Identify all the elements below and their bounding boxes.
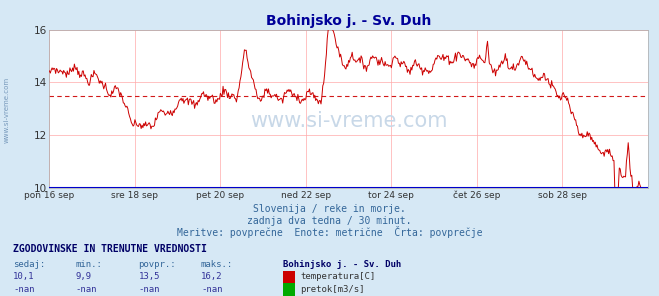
Text: Meritve: povprečne  Enote: metrične  Črta: povprečje: Meritve: povprečne Enote: metrične Črta:…: [177, 226, 482, 238]
Text: -nan: -nan: [13, 285, 35, 294]
Text: www.si-vreme.com: www.si-vreme.com: [3, 76, 9, 143]
Text: www.si-vreme.com: www.si-vreme.com: [250, 112, 447, 131]
Text: 10,1: 10,1: [13, 272, 35, 281]
Text: sedaj:: sedaj:: [13, 260, 45, 268]
Text: min.:: min.:: [76, 260, 103, 268]
Text: 13,5: 13,5: [138, 272, 160, 281]
Text: -nan: -nan: [138, 285, 160, 294]
Text: pretok[m3/s]: pretok[m3/s]: [301, 285, 365, 294]
Title: Bohinjsko j. - Sv. Duh: Bohinjsko j. - Sv. Duh: [266, 15, 431, 28]
Text: -nan: -nan: [76, 285, 98, 294]
Text: -nan: -nan: [201, 285, 223, 294]
Text: 9,9: 9,9: [76, 272, 92, 281]
Text: Bohinjsko j. - Sv. Duh: Bohinjsko j. - Sv. Duh: [283, 260, 401, 268]
Text: ZGODOVINSKE IN TRENUTNE VREDNOSTI: ZGODOVINSKE IN TRENUTNE VREDNOSTI: [13, 244, 207, 254]
Text: temperatura[C]: temperatura[C]: [301, 272, 376, 281]
Text: zadnja dva tedna / 30 minut.: zadnja dva tedna / 30 minut.: [247, 215, 412, 226]
Text: Slovenija / reke in morje.: Slovenija / reke in morje.: [253, 204, 406, 214]
Text: povpr.:: povpr.:: [138, 260, 176, 268]
Text: maks.:: maks.:: [201, 260, 233, 268]
Text: 16,2: 16,2: [201, 272, 223, 281]
